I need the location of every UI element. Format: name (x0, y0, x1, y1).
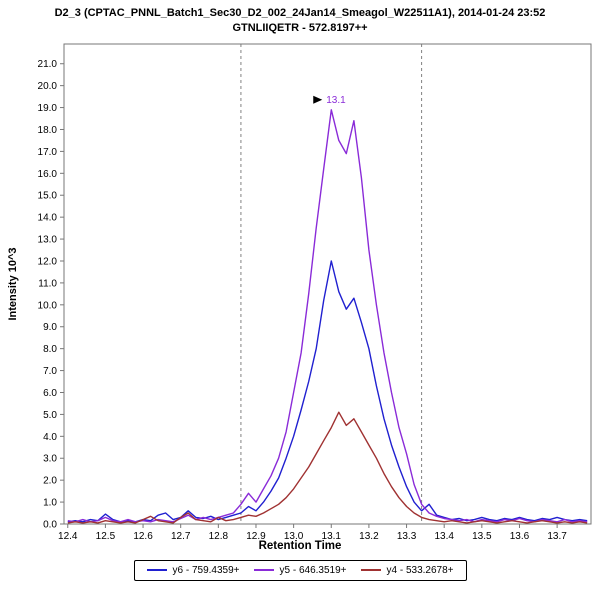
x-tick-label: 13.4 (434, 531, 454, 542)
x-tick-label: 12.7 (171, 531, 191, 542)
chromatogram-plot[interactable]: 0.0 1.0 2.0 3.0 4.0 5.0 6.0 7.0 8.0 9.0 10.0 11.0 12… (0, 36, 600, 542)
y-tick-label: 17.0 (38, 147, 58, 158)
x-tick-label: 13.6 (510, 531, 530, 542)
y-tick-label: 4.0 (43, 432, 57, 443)
x-axis-label: Retention Time (258, 539, 342, 552)
chart-subtitle: GTNLIIQETR - 572.8197++ (232, 21, 368, 34)
y-tick-label: 9.0 (43, 322, 57, 333)
legend-item: y4 - 533.2678+ (360, 564, 454, 576)
y-tick-label: 11.0 (38, 278, 57, 289)
legend-label: y4 - 533.2678+ (386, 564, 454, 576)
y-tick-label: 3.0 (43, 453, 57, 464)
x-tick-label: 13.1 (322, 531, 342, 542)
x-tick-label: 12.8 (209, 531, 229, 542)
chart-title: D2_3 (CPTAC_PNNL_Batch1_Sec30_D2_002_24J… (54, 7, 546, 19)
legend-wrap: y6 - 759.4359+ y5 - 646.3519+ y4 - 533.267… (0, 559, 600, 581)
y-tick-label: 5.0 (43, 410, 57, 421)
y-tick-label: 15.0 (38, 190, 58, 201)
y-tick-label: 6.0 (43, 388, 57, 399)
y-tick-label: 1.0 (43, 497, 57, 508)
y-tick-label: 10.0 (38, 300, 58, 311)
peak-rt-annotation: 13.1 (326, 94, 346, 105)
y-tick-label: 16.0 (38, 169, 58, 180)
legend-label: y6 - 759.4359+ (172, 564, 240, 576)
x-tick-label: 13.3 (397, 531, 417, 542)
series-line (67, 259, 588, 523)
y-tick-label: 21.0 (38, 59, 58, 70)
y-tick-label: 13.0 (38, 234, 58, 245)
legend-line-swatch (253, 569, 274, 572)
legend-line-swatch (146, 569, 167, 572)
x-tick-label: 12.9 (246, 531, 266, 542)
x-tick-label: 13.7 (547, 531, 567, 542)
legend-item: y6 - 759.4359+ (146, 564, 240, 576)
legend-label: y5 - 646.3519+ (279, 564, 347, 576)
plot-border (63, 43, 592, 525)
y-tick-label: 14.0 (38, 212, 58, 223)
y-tick-label: 8.0 (43, 344, 57, 355)
y-tick-label: 7.0 (43, 366, 57, 377)
y-tick-label: 12.0 (38, 256, 58, 267)
x-tick-label: 13.5 (472, 531, 492, 542)
x-tick-label: 12.5 (96, 531, 116, 542)
x-tick-label: 13.0 (284, 531, 304, 542)
y-tick-label: 19.0 (38, 103, 58, 114)
legend-line-swatch (360, 569, 381, 572)
chart-title-block: D2_3 (CPTAC_PNNL_Batch1_Sec30_D2_002_24J… (0, 0, 600, 36)
series-line (67, 411, 588, 524)
x-tick-label: 12.4 (58, 531, 78, 542)
y-axis-label: Intensity 10^3 (7, 247, 19, 320)
y-tick-label: 20.0 (38, 81, 58, 92)
legend-item: y5 - 646.3519+ (253, 564, 347, 576)
y-tick-label: 0.0 (43, 519, 57, 530)
y-tick-label: 2.0 (43, 475, 57, 486)
series-line (67, 108, 588, 523)
x-tick-label: 13.2 (359, 531, 379, 542)
peak-apex-arrow-icon (313, 95, 323, 104)
legend: y6 - 759.4359+ y5 - 646.3519+ y4 - 533.267… (133, 559, 467, 581)
x-tick-label: 12.6 (133, 531, 153, 542)
y-tick-label: 18.0 (38, 125, 58, 136)
